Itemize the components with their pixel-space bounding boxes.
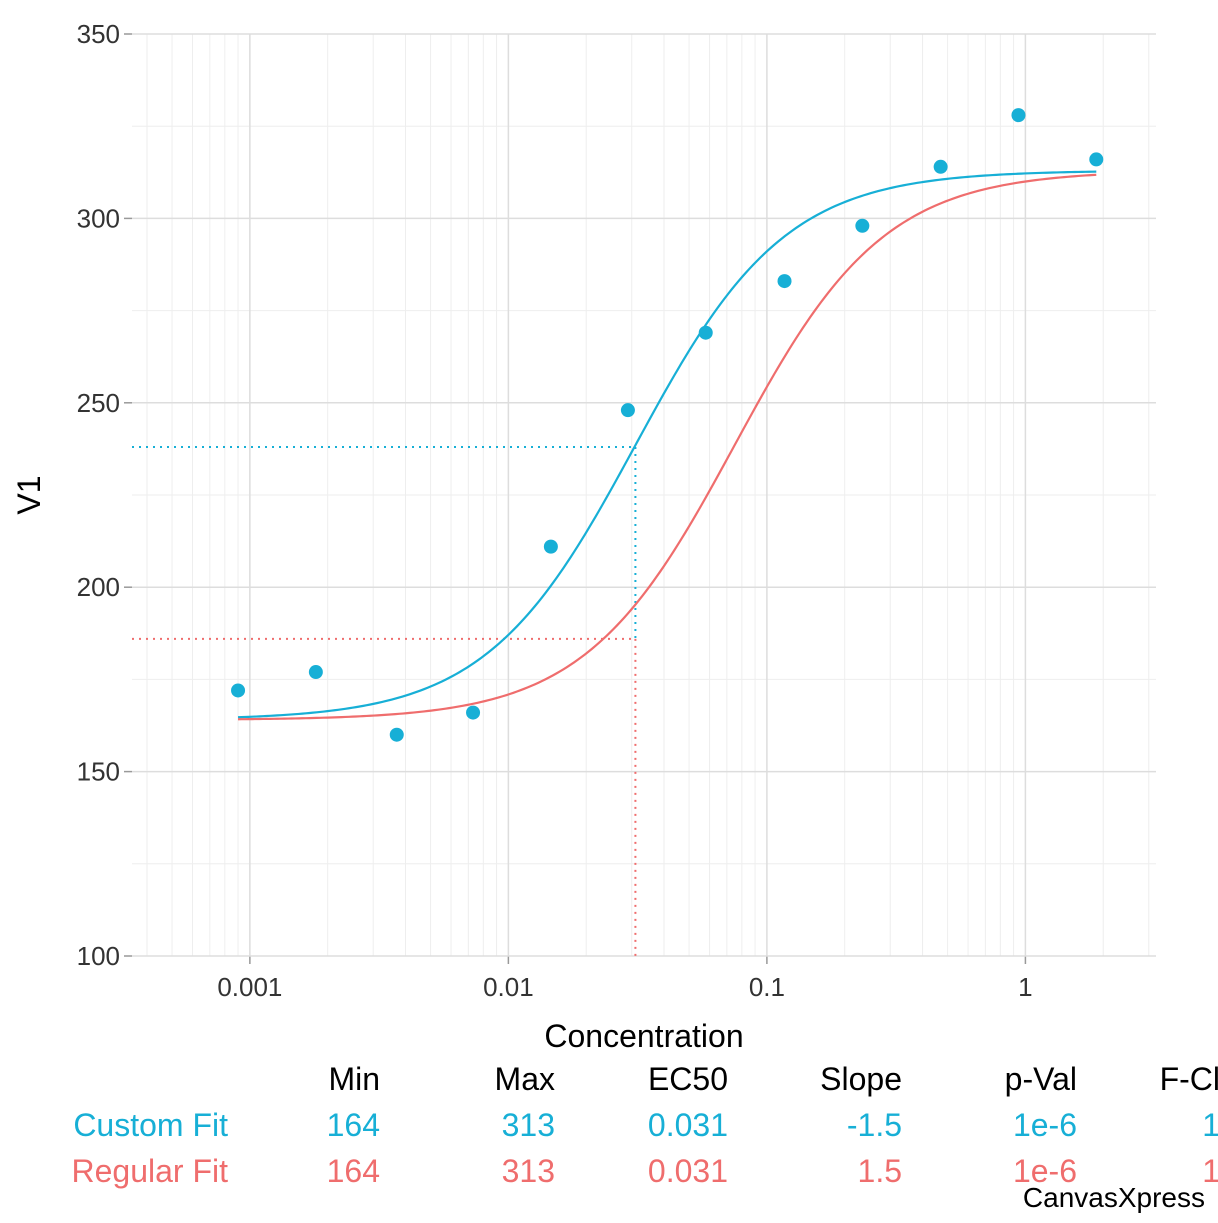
stats-cell: 1e-6 (1013, 1107, 1077, 1143)
data-point (778, 274, 792, 288)
stats-header: p-Val (1005, 1061, 1077, 1097)
stats-cell: 164 (327, 1153, 380, 1189)
data-point (1089, 152, 1103, 166)
stats-header: Slope (820, 1061, 902, 1097)
data-point (934, 160, 948, 174)
data-point (390, 728, 404, 742)
data-point (309, 665, 323, 679)
y-tick-label: 100 (77, 941, 120, 971)
stats-header: Max (495, 1061, 555, 1097)
stats-cell: 313 (502, 1107, 555, 1143)
stats-cell: 164 (327, 1107, 380, 1143)
x-axis-title: Concentration (544, 1018, 743, 1054)
y-tick-label: 300 (77, 203, 120, 233)
stats-row-label: Regular Fit (72, 1153, 229, 1189)
y-tick-label: 250 (77, 388, 120, 418)
watermark: CanvasXpress (1023, 1182, 1205, 1213)
y-tick-label: 350 (77, 19, 120, 49)
x-tick-label: 0.1 (749, 972, 785, 1002)
data-point (621, 403, 635, 417)
stats-cell: 1 (1202, 1107, 1218, 1143)
stats-header: Min (328, 1061, 380, 1097)
x-tick-label: 0.01 (483, 972, 534, 1002)
data-point (855, 219, 869, 233)
data-point (699, 326, 713, 340)
data-point (1011, 108, 1025, 122)
y-tick-label: 150 (77, 757, 120, 787)
stats-cell: -1.5 (847, 1107, 902, 1143)
stats-cell: 313 (502, 1153, 555, 1189)
stats-header: F-Cl (1160, 1061, 1218, 1097)
stats-header: EC50 (648, 1061, 728, 1097)
data-point (466, 706, 480, 720)
x-tick-label: 0.001 (217, 972, 282, 1002)
y-axis-title: V1 (11, 475, 47, 514)
stats-cell: 0.031 (648, 1153, 728, 1189)
stats-cell: 0.031 (648, 1107, 728, 1143)
x-tick-label: 1 (1018, 972, 1032, 1002)
y-tick-label: 200 (77, 572, 120, 602)
stats-cell: 1.5 (858, 1153, 902, 1189)
data-point (544, 540, 558, 554)
stats-row-label: Custom Fit (73, 1107, 228, 1143)
data-point (231, 683, 245, 697)
